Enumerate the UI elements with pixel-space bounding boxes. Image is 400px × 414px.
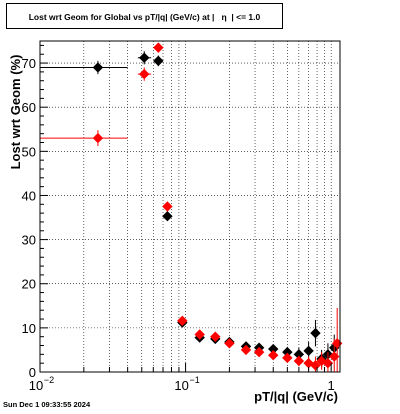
data-point bbox=[253, 346, 265, 358]
y-tick-label: 30 bbox=[22, 233, 36, 248]
data-point bbox=[210, 331, 221, 342]
data-point bbox=[92, 132, 104, 144]
x-tick-label: 10 bbox=[29, 378, 43, 393]
data-point bbox=[92, 62, 104, 73]
data-point bbox=[310, 360, 321, 371]
x-tick-exponent: −1 bbox=[189, 375, 199, 385]
y-tick-label: 10 bbox=[22, 321, 36, 336]
data-point bbox=[153, 42, 164, 53]
data-point bbox=[268, 350, 279, 361]
y-axis-label: Lost wrt Geom (%) bbox=[8, 54, 23, 170]
data-point bbox=[139, 68, 150, 80]
series-2 bbox=[40, 42, 343, 372]
data-points bbox=[40, 42, 343, 372]
data-point bbox=[194, 329, 205, 340]
series-1 bbox=[40, 51, 340, 368]
data-point bbox=[224, 338, 235, 349]
x-tick-label: 10 bbox=[174, 378, 188, 393]
data-point bbox=[310, 327, 321, 339]
data-point bbox=[162, 201, 173, 212]
plot-frame bbox=[39, 40, 341, 373]
chart-title: Lost wrt Geom for Global vs pT/|q| (GeV/… bbox=[6, 3, 283, 29]
y-tick-label: 60 bbox=[22, 100, 36, 115]
timestamp: Sun Dec 1 09:33:55 2024 bbox=[3, 400, 91, 409]
data-point bbox=[322, 357, 334, 369]
x-tick-exponent: −2 bbox=[44, 375, 54, 385]
data-point bbox=[282, 352, 293, 364]
y-tick-label: 40 bbox=[22, 188, 36, 203]
x-tick-label: 1 bbox=[328, 378, 335, 393]
y-tick-label: 0 bbox=[29, 365, 36, 380]
data-point bbox=[293, 355, 305, 367]
data-point bbox=[177, 315, 188, 327]
y-tick-label: 20 bbox=[22, 277, 36, 292]
grid-lines bbox=[40, 41, 340, 373]
data-point bbox=[303, 345, 314, 357]
data-point bbox=[240, 344, 252, 356]
data-point bbox=[162, 211, 173, 222]
y-tick-label: 70 bbox=[22, 56, 36, 71]
data-point bbox=[153, 55, 164, 67]
data-point bbox=[139, 52, 150, 63]
x-axis-label: pT/|q| (GeV/c) bbox=[254, 389, 338, 404]
y-tick-label: 50 bbox=[22, 144, 36, 159]
